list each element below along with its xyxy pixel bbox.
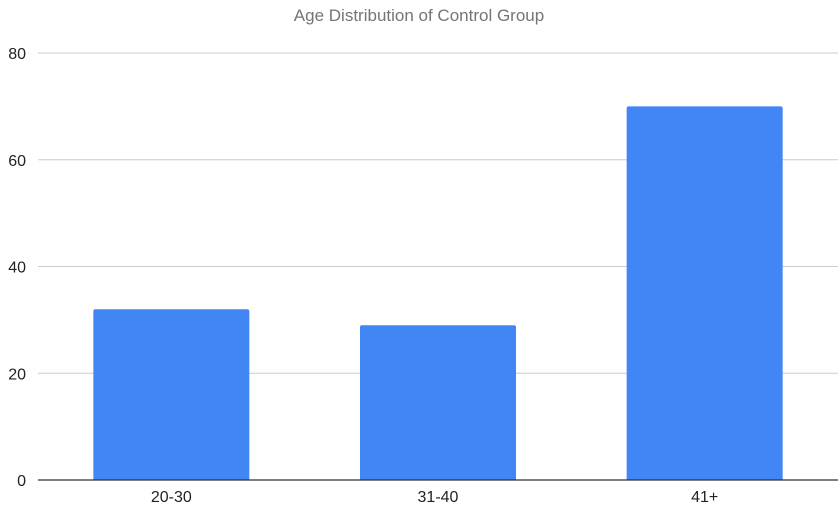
bar-20-30 xyxy=(93,309,250,480)
x-axis-tick-labels: 20-30 31-40 41+ xyxy=(151,489,718,506)
y-tick-label: 60 xyxy=(8,153,26,170)
bar-41+ xyxy=(626,106,783,480)
bar-31-40 xyxy=(360,325,516,480)
x-tick-label: 20-30 xyxy=(151,489,192,506)
y-tick-label: 0 xyxy=(17,473,26,490)
y-tick-label: 40 xyxy=(8,260,26,277)
chart-title: Age Distribution of Control Group xyxy=(294,6,544,25)
x-tick-label: 41+ xyxy=(691,489,718,506)
bars xyxy=(93,106,783,480)
x-tick-label: 31-40 xyxy=(418,489,459,506)
y-axis-tick-labels: 0 20 40 60 80 xyxy=(8,46,26,490)
y-tick-label: 80 xyxy=(8,46,26,63)
y-tick-label: 20 xyxy=(8,366,26,383)
